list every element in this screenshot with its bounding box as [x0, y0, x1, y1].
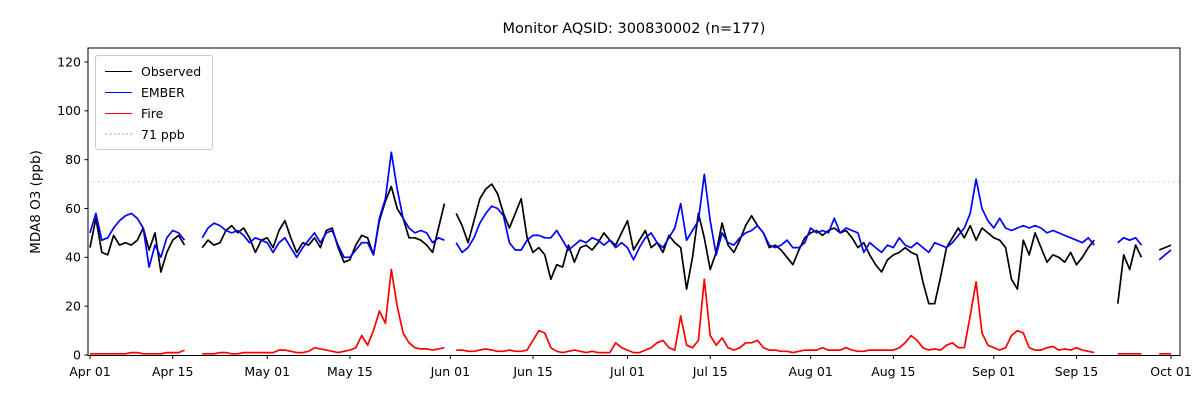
x-tick-label: May 01 [244, 364, 290, 379]
legend-item-ember: EMBER [105, 84, 201, 100]
ember-line-sample [105, 91, 132, 93]
legend-label: 71 ppb [141, 126, 185, 142]
x-tick-label: Jul 01 [609, 364, 645, 379]
y-tick-label: 40 [65, 250, 81, 265]
y-tick-label: 0 [73, 347, 81, 362]
x-tick-label: Aug 15 [871, 364, 915, 379]
ticks-group: 0 20 40 60 80 100 120 Apr 01 Apr 15 May 01 May 15 J… [57, 54, 1192, 379]
threshold-line-sample [105, 133, 132, 135]
x-tick-label: Jun 01 [430, 364, 470, 379]
y-tick-label: 120 [57, 54, 81, 69]
x-tick-label: Sep 15 [1055, 364, 1098, 379]
series-line-ember [89, 151, 1172, 268]
x-tick-label: Oct 01 [1150, 364, 1192, 379]
x-tick-label: Sep 01 [972, 364, 1015, 379]
y-tick-label: 20 [65, 298, 81, 313]
x-tick-label: Apr 15 [152, 364, 194, 379]
x-tick-label: Jul 15 [692, 364, 728, 379]
x-tick-label: May 15 [327, 364, 373, 379]
x-tick-label: Aug 01 [789, 364, 833, 379]
legend-label: EMBER [141, 84, 185, 100]
legend: Observed EMBER Fire 71 ppb [95, 55, 214, 150]
axes-frame [87, 47, 1181, 356]
series-line-observed [89, 183, 1172, 305]
legend-label: Fire [141, 105, 164, 121]
x-tick-label: Jun 15 [512, 364, 552, 379]
legend-item-fire: Fire [105, 105, 201, 121]
y-axis-label: MDA8 O3 (ppb) [28, 150, 44, 254]
series-group [89, 151, 1172, 355]
legend-item-observed: Observed [105, 63, 201, 79]
legend-item-71ppb: 71 ppb [105, 126, 201, 142]
chart-title: Monitor AQSID: 300830002 (n=177) [503, 21, 766, 37]
y-tick-label: 80 [65, 152, 81, 167]
y-tick-label: 100 [57, 103, 81, 118]
fire-line-sample [105, 112, 132, 114]
series-line-fire [90, 268, 1171, 355]
y-tick-label: 60 [65, 201, 81, 216]
observed-line-sample [105, 70, 132, 72]
x-tick-label: Apr 01 [69, 364, 111, 379]
legend-label: Observed [141, 63, 202, 79]
